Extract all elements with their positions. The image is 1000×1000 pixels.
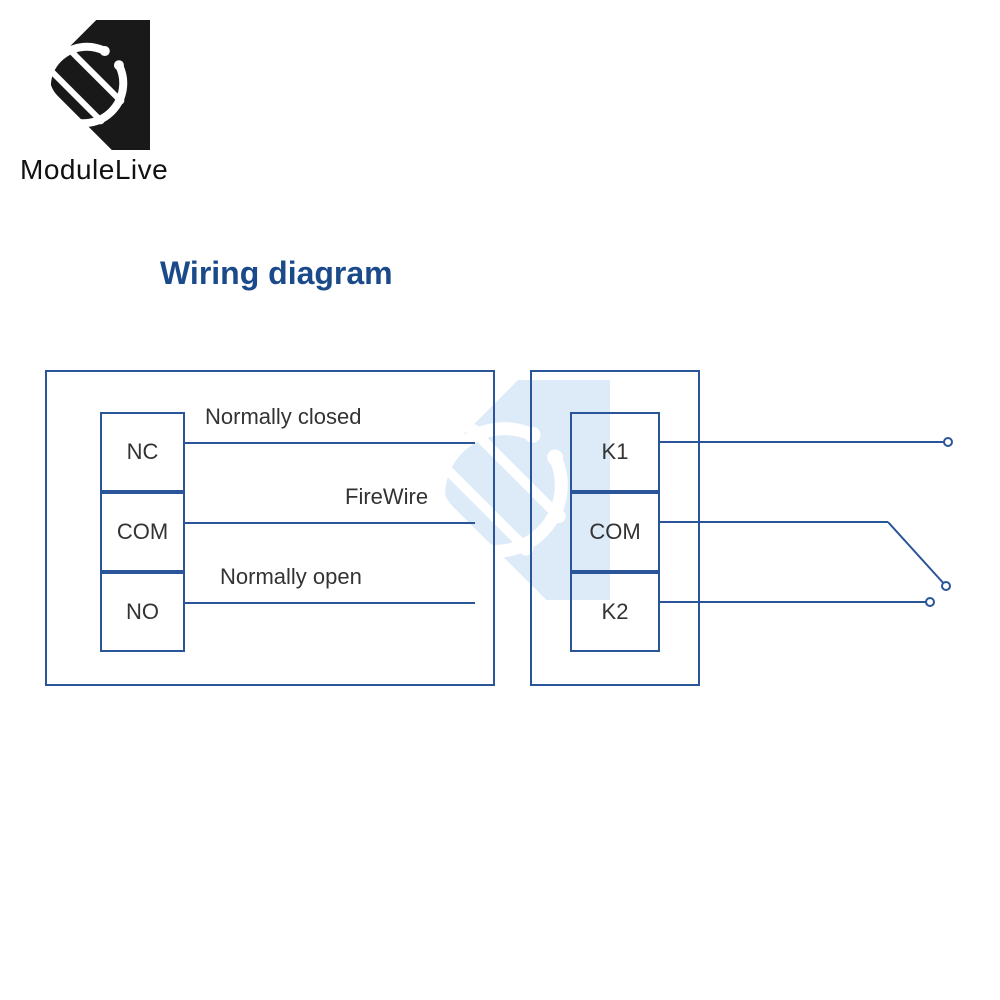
brand-name: ModuleLive <box>20 154 168 186</box>
terminal-label: COM <box>117 519 168 545</box>
diagram-title: Wiring diagram <box>160 255 393 292</box>
terminal-label: NC <box>127 439 159 465</box>
right-wiring-block: K1 COM K2 <box>530 370 970 690</box>
wire-label: Normally open <box>220 564 362 590</box>
wire-line <box>185 602 475 604</box>
terminal-label: COM <box>589 519 640 545</box>
terminal-label: K2 <box>602 599 629 625</box>
terminal-com: COM <box>100 492 185 572</box>
terminal-label: K1 <box>602 439 629 465</box>
terminal-label: NO <box>126 599 159 625</box>
wire-line <box>185 522 475 524</box>
terminal-no: NO <box>100 572 185 652</box>
wire-line <box>185 442 475 444</box>
logo-mark <box>20 20 150 150</box>
left-wiring-block: NC Normally closed COM FireWire NO Normally o… <box>45 370 495 690</box>
wire-label: FireWire <box>345 484 428 510</box>
brand-logo: ModuleLive <box>20 20 168 186</box>
wire-label: Normally closed <box>205 404 362 430</box>
terminal-k1: K1 <box>570 412 660 492</box>
terminal-com: COM <box>570 492 660 572</box>
terminal-nc: NC <box>100 412 185 492</box>
terminal-k2: K2 <box>570 572 660 652</box>
